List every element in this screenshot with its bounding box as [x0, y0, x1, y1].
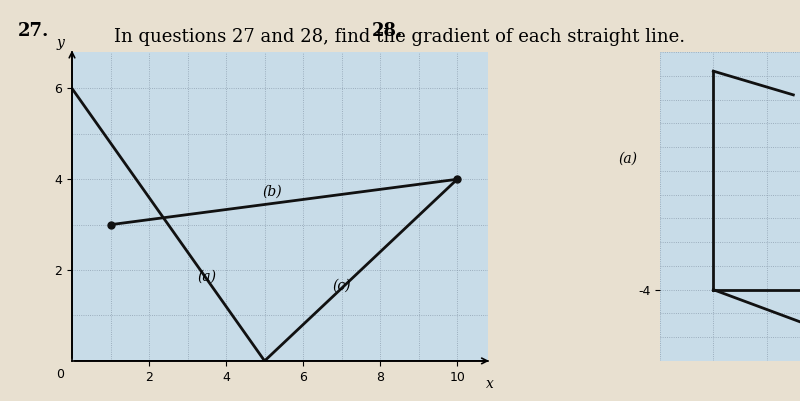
Text: x: x: [486, 377, 494, 391]
Text: 27.: 27.: [18, 22, 50, 40]
Text: (a): (a): [198, 270, 216, 284]
Text: (b): (b): [262, 185, 282, 199]
Text: y: y: [57, 36, 64, 50]
Text: (c): (c): [332, 279, 351, 293]
Text: 28.: 28.: [372, 22, 403, 40]
Text: (a): (a): [618, 152, 638, 166]
Text: In questions 27 and 28, find the gradient of each straight line.: In questions 27 and 28, find the gradien…: [114, 28, 686, 46]
Text: 0: 0: [57, 368, 65, 381]
